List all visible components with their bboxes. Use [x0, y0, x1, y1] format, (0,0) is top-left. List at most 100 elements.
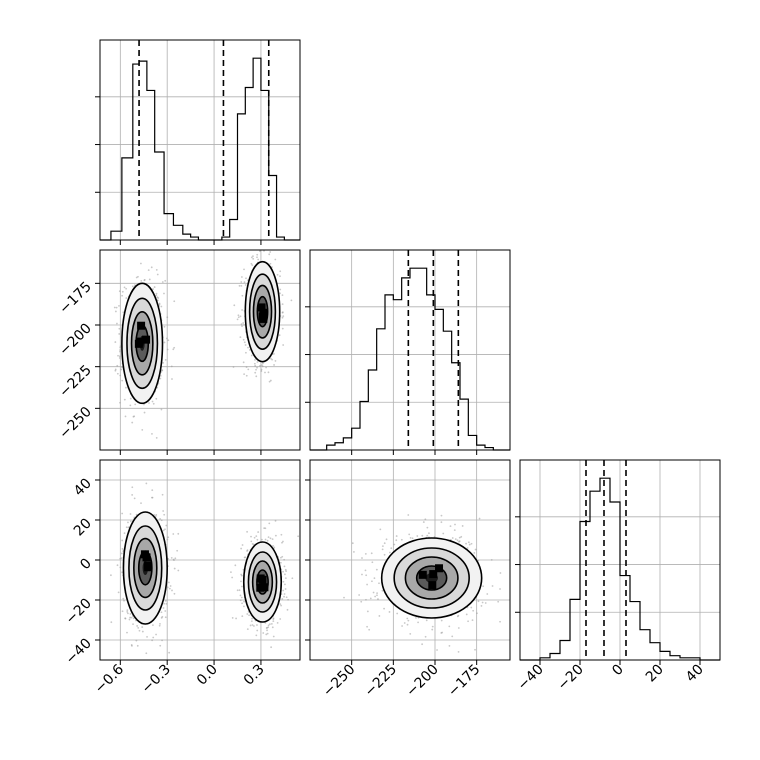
scatter-point: [121, 610, 124, 613]
scatter-point: [121, 512, 124, 515]
scatter-point: [236, 318, 239, 321]
scatter-point: [123, 286, 126, 289]
scatter-point: [237, 314, 240, 317]
scatter-point: [173, 346, 176, 349]
scatter-point: [140, 502, 142, 505]
scatter-point: [119, 374, 122, 377]
scatter-point: [132, 415, 135, 418]
scatter-point: [451, 635, 454, 638]
scatter-point: [241, 309, 243, 311]
scatter-point: [281, 541, 283, 544]
scatter-point: [163, 341, 166, 344]
scatter-point: [260, 538, 263, 541]
scatter-point: [361, 573, 363, 576]
scatter-point: [458, 536, 461, 539]
scatter-point: [370, 552, 373, 555]
scatter-point: [366, 583, 368, 586]
scatter-point: [155, 292, 158, 295]
scatter-point: [172, 348, 175, 351]
scatter-point: [119, 350, 121, 353]
scatter-point: [383, 542, 386, 545]
x-tick-label: −0.6: [92, 661, 127, 696]
scatter-point: [251, 264, 254, 267]
scatter-point: [261, 364, 263, 367]
contour-3: [415, 565, 448, 591]
scatter-point: [256, 624, 258, 626]
scatter-point: [120, 368, 123, 371]
scatter-point: [152, 288, 154, 290]
scatter-point: [145, 482, 148, 485]
scatter-point: [375, 568, 378, 571]
scatter-point: [168, 651, 171, 654]
scatter-point: [167, 581, 170, 584]
scatter-point: [269, 251, 272, 253]
scatter-point: [371, 561, 374, 564]
scatter-point: [268, 253, 271, 256]
scatter-point: [116, 372, 119, 375]
density-peak-cell: [256, 583, 265, 592]
scatter-point: [159, 517, 162, 520]
scatter-point: [152, 624, 154, 627]
scatter-point: [114, 341, 117, 343]
scatter-point: [458, 540, 461, 543]
scatter-point: [239, 336, 242, 339]
scatter-point: [376, 594, 378, 597]
scatter-point: [129, 520, 132, 523]
scatter-point: [279, 603, 282, 606]
scatter-point: [252, 257, 255, 260]
scatter-point: [256, 629, 259, 632]
scatter-point: [248, 614, 250, 617]
scatter-point: [155, 633, 157, 636]
scatter-point: [131, 421, 134, 424]
scatter-point: [251, 543, 254, 545]
scatter-point: [449, 525, 452, 528]
scatter-point: [499, 588, 501, 590]
scatter-point: [263, 527, 266, 530]
scatter-point: [161, 639, 163, 642]
scatter-point: [467, 541, 470, 544]
scatter-point: [123, 398, 126, 401]
scatter-point: [128, 618, 131, 621]
x-tick-label: 20: [643, 662, 667, 686]
scatter-point: [237, 316, 240, 319]
scatter-point: [174, 557, 177, 560]
scatter-point: [272, 635, 275, 638]
scatter-point: [448, 625, 451, 628]
scatter-point: [155, 514, 158, 516]
contour-2: [404, 556, 459, 600]
scatter-point: [281, 555, 284, 558]
scatter-point: [253, 625, 255, 627]
scatter-point: [467, 620, 469, 623]
scatter-point: [116, 322, 118, 325]
scatter-point: [269, 537, 272, 540]
scatter-point: [233, 304, 236, 307]
scatter-point: [273, 364, 275, 366]
scatter-point: [125, 297, 128, 299]
scatter-point: [126, 611, 129, 613]
scatter-point: [267, 626, 270, 629]
scatter-point: [137, 626, 140, 629]
scatter-point: [440, 521, 443, 524]
scatter-point: [243, 341, 246, 344]
scatter-point: [113, 306, 116, 309]
scatter-point: [242, 361, 245, 364]
scatter-point: [236, 589, 239, 592]
density-peak-cell: [142, 553, 151, 562]
scatter-point: [169, 585, 172, 587]
scatter-point: [162, 607, 165, 609]
scatter-point: [156, 296, 159, 299]
scatter-point: [122, 311, 125, 314]
scatter-point: [264, 371, 266, 374]
density-layer: [100, 250, 300, 450]
density-layer: [310, 460, 510, 660]
scatter-point: [116, 564, 119, 567]
scatter-point: [129, 613, 132, 615]
scatter-point: [261, 362, 264, 365]
scatter-point: [283, 558, 286, 561]
scatter-point: [365, 598, 367, 601]
scatter-point: [255, 375, 258, 378]
scatter-point: [281, 316, 284, 319]
scatter-point: [166, 316, 169, 319]
scatter-point: [426, 526, 429, 529]
scatter-point: [364, 569, 367, 572]
